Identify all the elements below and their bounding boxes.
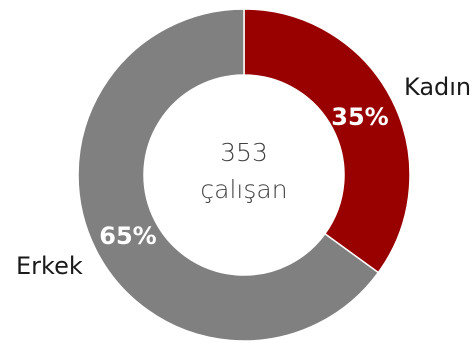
outer-label-kadin: Kadın	[404, 73, 471, 101]
donut-slice-erkek	[77, 8, 380, 342]
pct-label-kadin: 35%	[331, 103, 388, 131]
pct-label-erkek: 65%	[99, 222, 156, 250]
slices-group	[77, 8, 411, 342]
donut-slice-kadın	[243, 8, 411, 274]
center-total: 353	[220, 138, 268, 167]
center-label: çalışan	[200, 175, 287, 204]
outer-label-erkek: Erkek	[16, 252, 83, 280]
